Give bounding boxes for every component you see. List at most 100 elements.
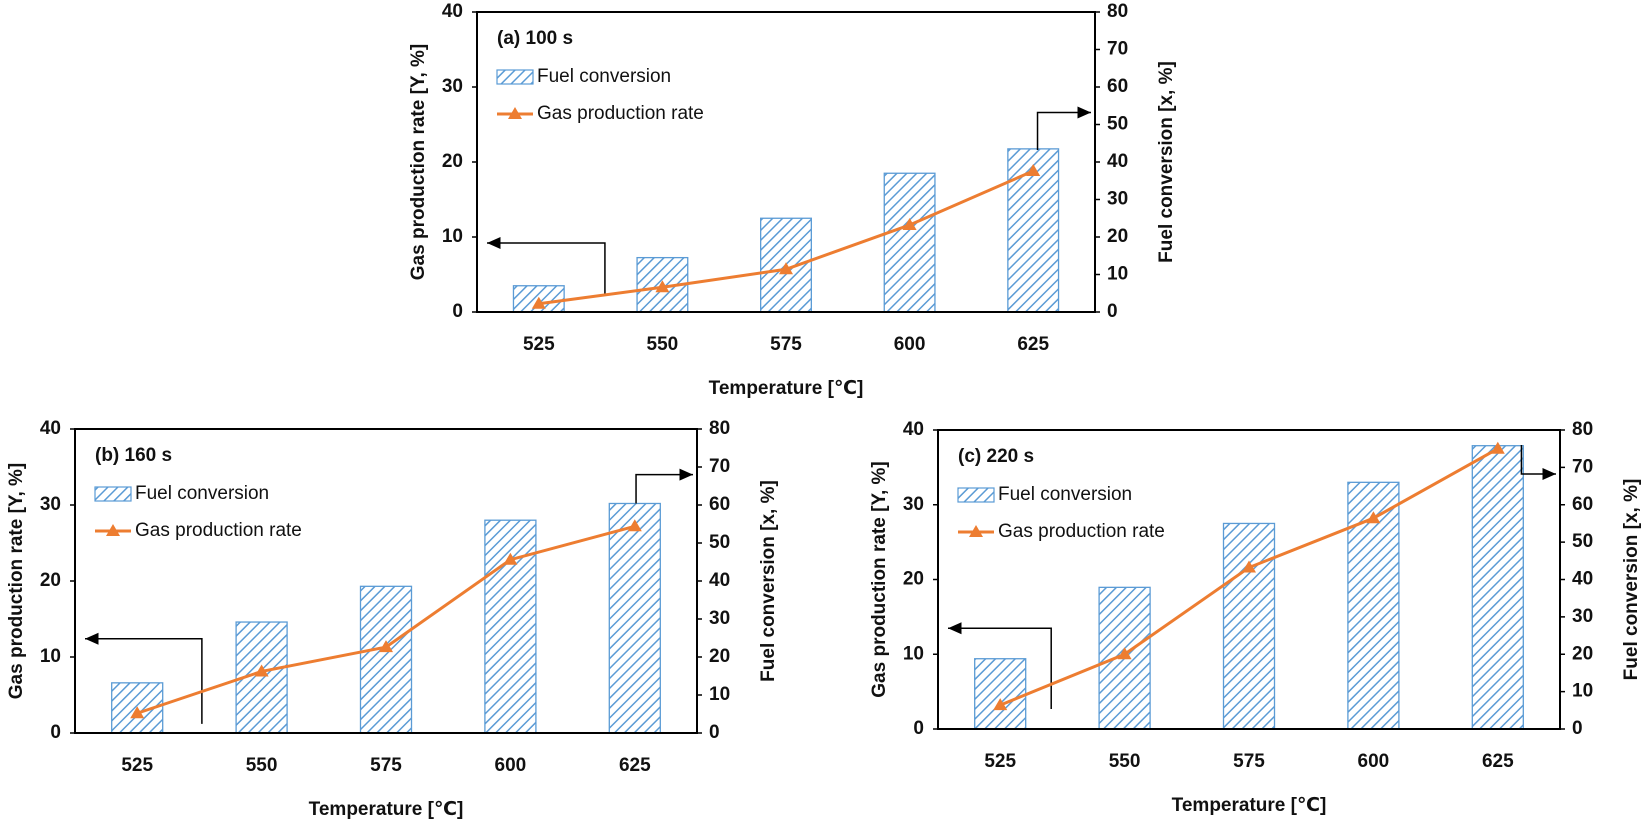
y2-tick-label: 50 <box>1572 531 1593 552</box>
legend-swatch <box>957 487 995 503</box>
legend-label: Fuel conversion <box>537 66 671 87</box>
x-tick-label: 625 <box>1482 751 1514 772</box>
bar <box>1222 522 1276 730</box>
y2-tick-label: 80 <box>1572 419 1593 440</box>
y-tick-label: 0 <box>452 301 463 322</box>
legend-label: Fuel conversion <box>135 483 269 504</box>
y2-tick-label: 60 <box>709 494 730 515</box>
y2-tick-label: 10 <box>1107 264 1128 285</box>
legend-label: Gas production rate <box>998 521 1165 542</box>
bar <box>359 585 413 734</box>
panel: 0 10 20 30 40 0 10 20 30 40 50 60 70 80 525 550 575 600 62… <box>869 419 1642 816</box>
x-axis-title: Temperature [℃] <box>709 378 864 399</box>
panel-title: (b) 160 s <box>95 445 172 466</box>
y2-tick-label: 60 <box>1107 76 1128 97</box>
y-tick-label: 10 <box>903 643 924 664</box>
x-tick-label: 550 <box>647 334 679 355</box>
legend-label: Fuel conversion <box>998 484 1132 505</box>
y2-tick-label: 50 <box>709 532 730 553</box>
marker <box>254 664 269 677</box>
y-tick-label: 10 <box>442 226 463 247</box>
x-tick-label: 600 <box>1358 751 1390 772</box>
y2-tick-label: 10 <box>1572 681 1593 702</box>
y2-tick-label: 80 <box>709 418 730 439</box>
marker <box>1366 511 1381 524</box>
x-tick-label: 525 <box>523 334 555 355</box>
y2-axis-title: Fuel conversion [x, %] <box>758 480 779 682</box>
legend-swatch <box>94 486 132 502</box>
y-axis-title: Gas production rate [Y, %] <box>869 461 890 697</box>
x-tick-label: 575 <box>770 334 802 355</box>
bar <box>1471 445 1524 730</box>
marker <box>1026 164 1041 176</box>
legend-swatch <box>496 69 534 85</box>
x-tick-label: 600 <box>894 334 926 355</box>
y2-tick-label: 0 <box>1107 301 1118 322</box>
marker <box>627 519 642 532</box>
x-tick-label: 575 <box>370 755 402 776</box>
bar <box>608 502 661 734</box>
panel-title: (a) 100 s <box>497 28 573 49</box>
y2-tick-label: 0 <box>709 722 720 743</box>
y2-tick-label: 40 <box>709 570 730 591</box>
bar <box>1007 148 1060 313</box>
legend-label: Gas production rate <box>537 103 704 124</box>
bar <box>883 172 936 313</box>
marker <box>130 706 145 719</box>
y2-tick-label: 30 <box>1572 606 1593 627</box>
y2-tick-label: 40 <box>1107 151 1128 172</box>
y2-tick-label: 20 <box>1572 643 1593 664</box>
marker <box>1490 441 1505 454</box>
legend-marker <box>106 524 120 536</box>
y-axis-title: Gas production rate [Y, %] <box>408 44 429 280</box>
y2-tick-label: 20 <box>1107 226 1128 247</box>
panel: 0 10 20 30 40 0 10 20 30 40 50 60 70 80 525 550 575 600 62… <box>6 418 779 820</box>
x-axis-title: Temperature [℃] <box>1172 795 1327 816</box>
y-tick-label: 20 <box>40 570 61 591</box>
y-axis-title: Gas production rate [Y, %] <box>6 463 27 699</box>
y-tick-label: 30 <box>40 494 61 515</box>
axis-arrow <box>487 237 606 296</box>
y-tick-label: 40 <box>442 1 463 22</box>
y-tick-label: 20 <box>903 569 924 590</box>
y-tick-label: 0 <box>50 722 61 743</box>
axis-arrow <box>635 468 693 504</box>
y2-tick-label: 0 <box>1572 718 1583 739</box>
panel-title: (c) 220 s <box>958 446 1034 467</box>
x-tick-label: 525 <box>984 751 1016 772</box>
x-tick-label: 625 <box>1017 334 1049 355</box>
axis-arrow <box>948 622 1052 709</box>
legend-marker <box>969 525 983 537</box>
x-tick-label: 550 <box>246 755 278 776</box>
y-tick-label: 30 <box>903 494 924 515</box>
legend-marker <box>508 107 522 119</box>
y2-tick-label: 70 <box>1107 39 1128 60</box>
y2-tick-label: 60 <box>1572 494 1593 515</box>
marker <box>531 296 546 309</box>
legend-label: Gas production rate <box>135 520 302 541</box>
bar <box>484 519 537 734</box>
y-tick-label: 0 <box>913 718 924 739</box>
y-tick-label: 40 <box>903 419 924 440</box>
x-tick-label: 550 <box>1109 751 1141 772</box>
y-tick-label: 30 <box>442 76 463 97</box>
marker <box>1117 647 1132 660</box>
y2-tick-label: 80 <box>1107 1 1128 22</box>
axis-arrow <box>1036 106 1091 150</box>
marker <box>503 552 518 565</box>
y2-axis-title: Fuel conversion [x, %] <box>1156 61 1177 263</box>
y2-tick-label: 40 <box>1572 569 1593 590</box>
marker <box>655 280 670 293</box>
marker <box>1242 560 1256 573</box>
y-tick-label: 40 <box>40 418 61 439</box>
y2-tick-label: 10 <box>709 684 730 705</box>
marker <box>779 262 793 275</box>
marker <box>902 218 917 230</box>
x-tick-label: 525 <box>121 755 153 776</box>
x-axis-title: Temperature [℃] <box>309 799 464 820</box>
y2-tick-label: 30 <box>709 608 730 629</box>
axis-arrow <box>85 632 203 724</box>
marker <box>379 640 393 653</box>
y-tick-label: 20 <box>442 151 463 172</box>
